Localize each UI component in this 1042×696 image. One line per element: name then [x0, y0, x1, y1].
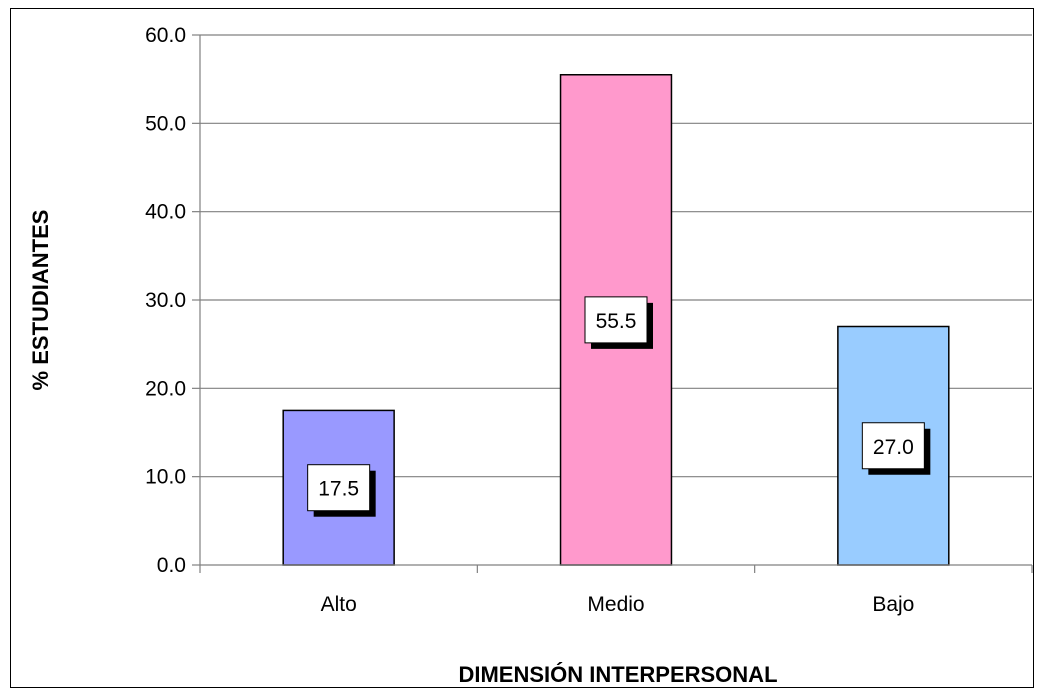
- x-tick-label: Alto: [321, 593, 357, 616]
- x-tick-label: Bajo: [872, 593, 914, 616]
- x-axis-title: DIMENSIÓN INTERPERSONAL: [458, 662, 777, 687]
- y-tick-label: 10.0: [145, 466, 186, 489]
- data-label: 17.5: [318, 478, 359, 501]
- data-label-box: [584, 296, 648, 344]
- y-axis-title: % ESTUDIANTES: [28, 210, 53, 391]
- data-label: 55.5: [596, 310, 637, 333]
- y-tick-label: 30.0: [145, 289, 186, 312]
- data-label-box: [861, 422, 925, 470]
- y-tick-label: 0.0: [157, 554, 186, 577]
- data-label: 27.0: [873, 436, 914, 459]
- x-tick-label: Medio: [587, 593, 644, 616]
- y-tick-label: 40.0: [145, 201, 186, 224]
- y-tick-label: 50.0: [145, 112, 186, 135]
- data-label-box: [307, 464, 371, 512]
- y-tick-label: 60.0: [145, 24, 186, 47]
- axes: 0.0 10.0 20.0 30.0 40.0 50.0 60.0 Alto Medio Bajo: [145, 24, 1033, 616]
- data-labels: 17.5 55.5 27.0: [307, 296, 931, 517]
- y-tick-label: 20.0: [145, 377, 186, 400]
